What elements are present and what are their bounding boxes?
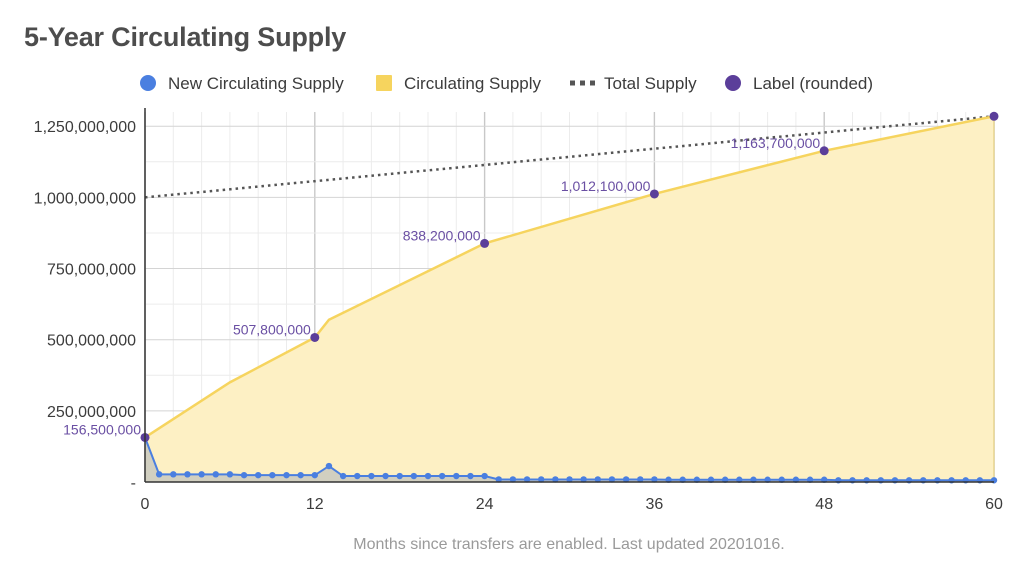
x-tick-label: 0 bbox=[141, 496, 150, 513]
new-supply-point bbox=[354, 472, 361, 480]
data-label: 507,800,000 bbox=[233, 321, 311, 337]
legend-item: Total Supply bbox=[570, 74, 697, 93]
new-supply-point bbox=[566, 476, 573, 483]
new-supply-point bbox=[297, 471, 304, 479]
data-label: 1,163,700,000 bbox=[731, 135, 821, 151]
y-tick-label: 1,000,000,000 bbox=[34, 190, 136, 207]
new-supply-point bbox=[622, 476, 630, 483]
data-label: 156,500,000 bbox=[63, 421, 141, 437]
new-supply-point bbox=[283, 471, 290, 479]
legend-label: Circulating Supply bbox=[404, 74, 542, 93]
label-point bbox=[989, 111, 999, 121]
new-supply-point bbox=[226, 471, 234, 478]
new-supply-point bbox=[608, 476, 616, 483]
new-supply-point bbox=[467, 472, 474, 480]
legend-item: New Circulating Supply bbox=[140, 74, 344, 93]
new-supply-point bbox=[637, 476, 644, 483]
new-supply-point bbox=[184, 471, 191, 478]
new-supply-point bbox=[580, 476, 587, 483]
legend-marker bbox=[590, 80, 595, 86]
new-supply-point bbox=[523, 476, 531, 483]
y-tick-label: 1,250,000,000 bbox=[34, 119, 136, 136]
x-tick-label: 60 bbox=[985, 496, 1003, 513]
data-label: 838,200,000 bbox=[403, 227, 481, 243]
new-supply-point bbox=[552, 476, 559, 483]
y-tick-label: 250,000,000 bbox=[47, 404, 136, 421]
new-supply-point bbox=[438, 472, 446, 480]
legend-marker bbox=[140, 75, 156, 91]
legend-item: Label (rounded) bbox=[725, 74, 873, 93]
x-tick-label: 12 bbox=[306, 496, 324, 513]
new-supply-point bbox=[410, 472, 418, 480]
y-tick-label: - bbox=[131, 475, 136, 492]
new-supply-point bbox=[155, 471, 163, 478]
x-axis-caption: Months since transfers are enabled. Last… bbox=[353, 536, 785, 553]
legend-label: New Circulating Supply bbox=[168, 74, 344, 93]
legend-marker bbox=[376, 75, 392, 91]
circulating-supply-area bbox=[145, 116, 994, 483]
new-supply-point bbox=[382, 472, 389, 480]
label-point bbox=[310, 332, 320, 342]
area-layer bbox=[145, 116, 995, 483]
axis-layer: - 250,000,000 500,000,000 750,000,000 1,000,… bbox=[34, 108, 1003, 513]
chart-title: 5-Year Circulating Supply bbox=[24, 22, 347, 52]
legend-item: Circulating Supply bbox=[376, 74, 542, 93]
data-label: 1,012,100,000 bbox=[561, 178, 651, 194]
legend-marker bbox=[725, 75, 741, 91]
new-supply-point bbox=[212, 471, 219, 478]
new-supply-point bbox=[311, 471, 318, 479]
legend-marker bbox=[580, 80, 585, 86]
y-tick-label: 500,000,000 bbox=[47, 333, 136, 350]
total-supply-line bbox=[144, 115, 995, 199]
new-supply-point bbox=[594, 476, 601, 483]
legend-label: Total Supply bbox=[604, 74, 697, 93]
x-tick-label: 24 bbox=[476, 496, 494, 513]
new-supply-point bbox=[170, 471, 177, 478]
new-supply-point bbox=[255, 471, 262, 479]
x-tick-label: 48 bbox=[815, 496, 833, 513]
legend: New Circulating Supply Circulating Supply… bbox=[140, 74, 873, 93]
new-supply-point bbox=[269, 471, 276, 479]
label-layer: 156,500,000 507,800,000 838,200,000 1,012,1… bbox=[63, 135, 820, 438]
new-supply-area bbox=[145, 437, 994, 482]
new-supply-point bbox=[240, 471, 248, 479]
y-tick-label: 750,000,000 bbox=[47, 262, 136, 279]
new-supply-point bbox=[198, 471, 205, 478]
new-supply-point bbox=[509, 476, 517, 483]
new-supply-point bbox=[495, 476, 502, 483]
legend-label: Label (rounded) bbox=[753, 74, 873, 93]
new-supply-point bbox=[339, 472, 347, 480]
label-point bbox=[649, 189, 659, 199]
new-supply-point bbox=[538, 476, 545, 483]
label-point bbox=[819, 146, 829, 156]
new-supply-point bbox=[325, 462, 333, 470]
legend-marker bbox=[570, 80, 575, 86]
new-supply-point bbox=[453, 472, 460, 480]
circulating-supply-line bbox=[144, 115, 995, 439]
new-supply-point bbox=[651, 476, 658, 483]
new-supply-point bbox=[396, 472, 403, 480]
new-supply-point bbox=[368, 472, 375, 480]
new-supply-point bbox=[424, 472, 432, 480]
x-tick-label: 36 bbox=[646, 496, 664, 513]
new-supply-point bbox=[481, 472, 488, 480]
label-point bbox=[480, 238, 490, 248]
